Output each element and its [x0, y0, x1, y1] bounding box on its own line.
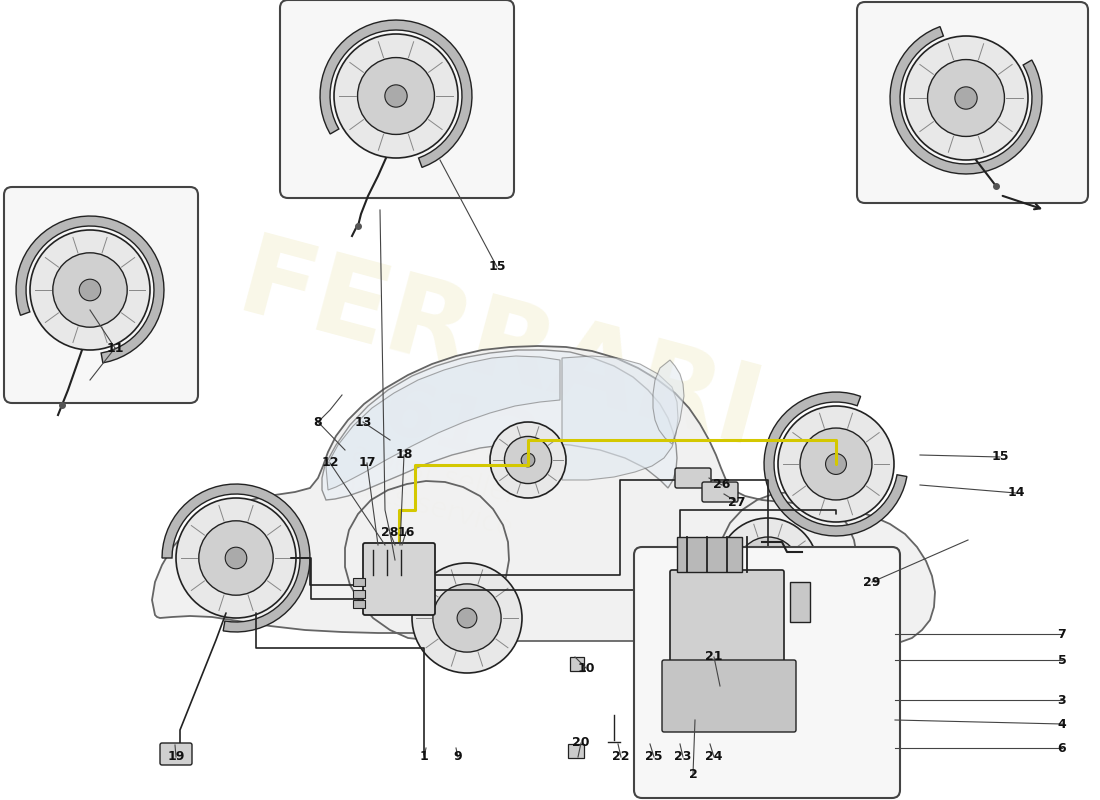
Circle shape [433, 584, 502, 652]
FancyBboxPatch shape [694, 684, 736, 716]
FancyBboxPatch shape [280, 0, 514, 198]
Text: FERRARI: FERRARI [228, 229, 773, 471]
FancyBboxPatch shape [4, 187, 198, 403]
Circle shape [176, 498, 296, 618]
Text: 612: 612 [374, 374, 547, 486]
Circle shape [385, 85, 407, 107]
FancyBboxPatch shape [363, 543, 434, 615]
Text: 13: 13 [354, 415, 372, 429]
Bar [568, 744, 584, 758]
Text: 7: 7 [1057, 627, 1066, 641]
Circle shape [458, 608, 477, 628]
Text: 15: 15 [488, 261, 506, 274]
Bar [353, 590, 365, 598]
Text: 4: 4 [1057, 718, 1066, 730]
Circle shape [904, 36, 1028, 160]
Polygon shape [890, 26, 1042, 174]
Text: 8: 8 [314, 415, 322, 429]
Circle shape [718, 518, 818, 618]
Polygon shape [152, 346, 935, 650]
Text: 24: 24 [705, 750, 723, 763]
Text: 11: 11 [107, 342, 123, 354]
Circle shape [505, 437, 551, 483]
Text: 10: 10 [578, 662, 595, 674]
Text: 19: 19 [167, 750, 185, 763]
Polygon shape [162, 484, 310, 632]
Text: 1: 1 [419, 750, 428, 763]
Circle shape [334, 34, 458, 158]
Circle shape [955, 87, 977, 109]
Text: 17: 17 [359, 457, 376, 470]
Polygon shape [653, 360, 684, 444]
Circle shape [79, 279, 101, 301]
Bar [676, 537, 742, 572]
Text: 28: 28 [382, 526, 398, 539]
Text: 3: 3 [1058, 694, 1066, 706]
Bar [790, 582, 810, 622]
Circle shape [226, 547, 246, 569]
Circle shape [737, 537, 799, 599]
Text: 12: 12 [321, 457, 339, 470]
FancyBboxPatch shape [702, 482, 738, 502]
Text: 29: 29 [864, 575, 881, 589]
Circle shape [490, 422, 566, 498]
FancyBboxPatch shape [675, 468, 711, 488]
Text: 22: 22 [613, 750, 629, 763]
Circle shape [927, 59, 1004, 137]
FancyBboxPatch shape [857, 2, 1088, 203]
Polygon shape [562, 356, 678, 480]
Text: 14: 14 [1008, 486, 1025, 499]
Text: 2: 2 [689, 767, 697, 781]
Circle shape [826, 454, 846, 474]
Bar [353, 600, 365, 608]
Text: 5: 5 [1057, 654, 1066, 666]
Text: 6: 6 [1058, 742, 1066, 754]
FancyBboxPatch shape [670, 570, 784, 669]
Polygon shape [326, 356, 560, 490]
Text: 18: 18 [395, 449, 412, 462]
Circle shape [778, 406, 894, 522]
Text: 25: 25 [646, 750, 662, 763]
Text: 15: 15 [991, 450, 1009, 463]
Polygon shape [764, 392, 906, 536]
Circle shape [759, 559, 777, 577]
FancyBboxPatch shape [634, 547, 900, 798]
Circle shape [521, 453, 535, 467]
Polygon shape [16, 216, 164, 363]
Text: 9: 9 [453, 750, 462, 763]
Polygon shape [322, 350, 676, 500]
Text: 20: 20 [572, 737, 590, 750]
Circle shape [199, 521, 273, 595]
Bar [570, 657, 584, 671]
Circle shape [358, 58, 434, 134]
Polygon shape [320, 20, 472, 167]
Text: a best seller
parts service: a best seller parts service [336, 438, 525, 542]
FancyBboxPatch shape [662, 660, 796, 732]
Text: 26: 26 [713, 478, 730, 491]
Bar [353, 578, 365, 586]
Circle shape [53, 253, 128, 327]
Circle shape [30, 230, 150, 350]
Circle shape [412, 563, 522, 673]
Text: 27: 27 [728, 495, 746, 509]
Text: 23: 23 [674, 750, 692, 763]
FancyBboxPatch shape [160, 743, 192, 765]
Text: 16: 16 [397, 526, 415, 538]
Text: 21: 21 [705, 650, 723, 663]
Circle shape [800, 428, 872, 500]
